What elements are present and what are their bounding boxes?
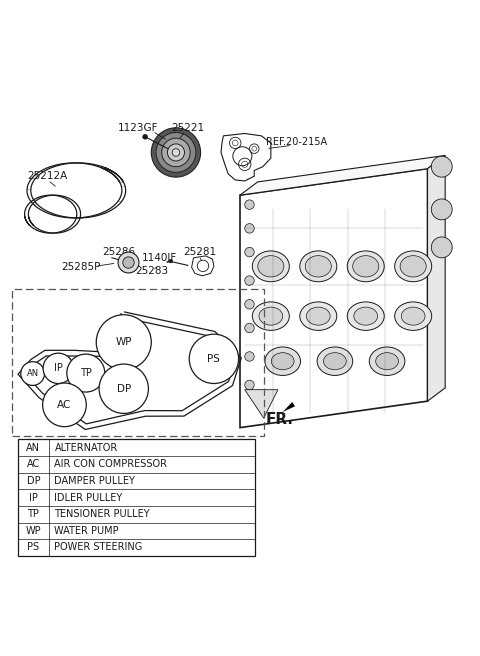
Circle shape (432, 237, 452, 258)
Circle shape (21, 361, 45, 386)
Text: TENSIONER PULLEY: TENSIONER PULLEY (55, 509, 150, 519)
Text: DAMPER PULLEY: DAMPER PULLEY (55, 476, 135, 486)
Circle shape (245, 247, 254, 257)
Circle shape (245, 380, 254, 390)
Text: AN: AN (26, 369, 39, 378)
Circle shape (245, 224, 254, 233)
Text: POWER STEERING: POWER STEERING (55, 543, 143, 552)
Ellipse shape (354, 307, 378, 325)
Polygon shape (428, 155, 445, 401)
Circle shape (245, 200, 254, 209)
Text: PS: PS (207, 354, 220, 364)
Circle shape (143, 134, 147, 139)
Text: TP: TP (80, 368, 92, 378)
Circle shape (151, 128, 201, 177)
Text: 1140JF: 1140JF (142, 253, 177, 263)
Ellipse shape (353, 256, 379, 277)
Text: AIR CON COMPRESSOR: AIR CON COMPRESSOR (55, 459, 168, 470)
Text: WP: WP (116, 337, 132, 347)
Text: 25285P: 25285P (61, 262, 101, 272)
Text: WP: WP (25, 526, 41, 536)
Ellipse shape (306, 307, 330, 325)
Ellipse shape (395, 302, 432, 331)
Polygon shape (240, 155, 445, 195)
Text: FR.: FR. (266, 412, 294, 427)
Ellipse shape (347, 251, 384, 281)
Ellipse shape (259, 307, 283, 325)
Circle shape (43, 353, 73, 384)
Ellipse shape (300, 251, 337, 281)
Circle shape (245, 352, 254, 361)
Text: AC: AC (57, 400, 72, 410)
Ellipse shape (252, 302, 289, 331)
Text: 25221: 25221 (171, 123, 204, 133)
Ellipse shape (324, 353, 346, 370)
Text: AN: AN (26, 443, 40, 453)
Ellipse shape (258, 256, 284, 277)
Circle shape (118, 252, 139, 273)
Circle shape (162, 138, 190, 167)
Ellipse shape (347, 302, 384, 331)
Circle shape (245, 276, 254, 285)
Circle shape (67, 354, 105, 392)
Circle shape (432, 199, 452, 220)
Circle shape (189, 334, 239, 384)
Text: 25286: 25286 (102, 247, 135, 257)
Polygon shape (240, 169, 428, 428)
Text: TP: TP (27, 509, 39, 519)
Polygon shape (283, 402, 295, 412)
Text: REF.20-215A: REF.20-215A (266, 137, 327, 147)
Ellipse shape (369, 347, 405, 375)
Circle shape (169, 259, 173, 263)
Ellipse shape (305, 256, 331, 277)
Circle shape (156, 133, 196, 173)
Ellipse shape (317, 347, 353, 375)
Circle shape (43, 383, 86, 426)
Text: 25283: 25283 (136, 266, 169, 276)
Text: 1123GF: 1123GF (118, 123, 158, 133)
Text: AC: AC (27, 459, 40, 470)
Text: DP: DP (26, 476, 40, 486)
Circle shape (168, 144, 184, 161)
Circle shape (245, 300, 254, 309)
Ellipse shape (400, 256, 426, 277)
Circle shape (432, 156, 452, 177)
Ellipse shape (252, 251, 289, 281)
Text: ALTERNATOR: ALTERNATOR (55, 443, 118, 453)
Circle shape (99, 364, 148, 413)
Text: 25281: 25281 (183, 247, 216, 257)
Ellipse shape (376, 353, 398, 370)
Text: 25212A: 25212A (28, 171, 68, 181)
Text: IDLER PULLEY: IDLER PULLEY (55, 493, 123, 502)
Polygon shape (245, 390, 278, 418)
Ellipse shape (401, 307, 425, 325)
FancyBboxPatch shape (18, 440, 255, 556)
Ellipse shape (265, 347, 300, 375)
Text: DP: DP (117, 384, 131, 394)
Circle shape (96, 315, 151, 370)
Circle shape (123, 257, 134, 268)
Circle shape (172, 149, 180, 156)
Ellipse shape (271, 353, 294, 370)
Text: WATER PUMP: WATER PUMP (55, 526, 119, 536)
Ellipse shape (395, 251, 432, 281)
Text: IP: IP (54, 363, 63, 373)
Ellipse shape (300, 302, 337, 331)
Text: IP: IP (29, 493, 38, 502)
Text: PS: PS (27, 543, 39, 552)
Circle shape (245, 323, 254, 333)
